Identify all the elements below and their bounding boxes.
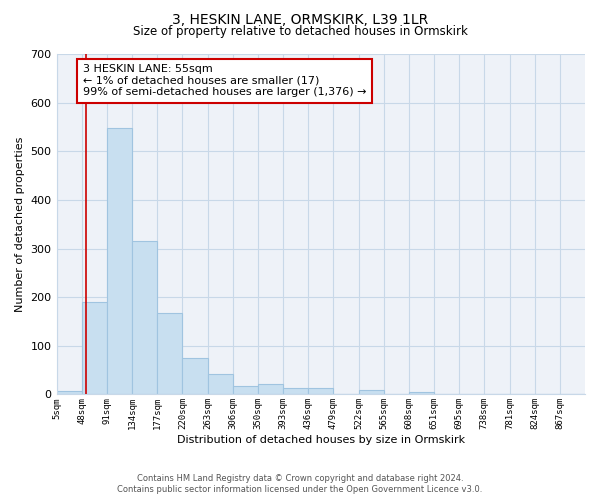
Bar — [359, 390, 383, 394]
Text: Size of property relative to detached houses in Ormskirk: Size of property relative to detached ho… — [133, 25, 467, 38]
Bar — [82, 302, 107, 394]
Bar — [107, 128, 132, 394]
Text: 3, HESKIN LANE, ORMSKIRK, L39 1LR: 3, HESKIN LANE, ORMSKIRK, L39 1LR — [172, 12, 428, 26]
Bar — [233, 386, 258, 394]
Bar — [283, 388, 308, 394]
X-axis label: Distribution of detached houses by size in Ormskirk: Distribution of detached houses by size … — [177, 435, 465, 445]
Text: 3 HESKIN LANE: 55sqm
← 1% of detached houses are smaller (17)
99% of semi-detach: 3 HESKIN LANE: 55sqm ← 1% of detached ho… — [83, 64, 367, 98]
Bar — [409, 392, 434, 394]
Bar — [182, 358, 208, 395]
Bar — [258, 384, 283, 394]
Bar — [56, 390, 82, 394]
Text: Contains HM Land Registry data © Crown copyright and database right 2024.
Contai: Contains HM Land Registry data © Crown c… — [118, 474, 482, 494]
Bar — [157, 312, 182, 394]
Bar — [208, 374, 233, 394]
Bar — [132, 240, 157, 394]
Y-axis label: Number of detached properties: Number of detached properties — [15, 136, 25, 312]
Bar — [308, 388, 334, 394]
